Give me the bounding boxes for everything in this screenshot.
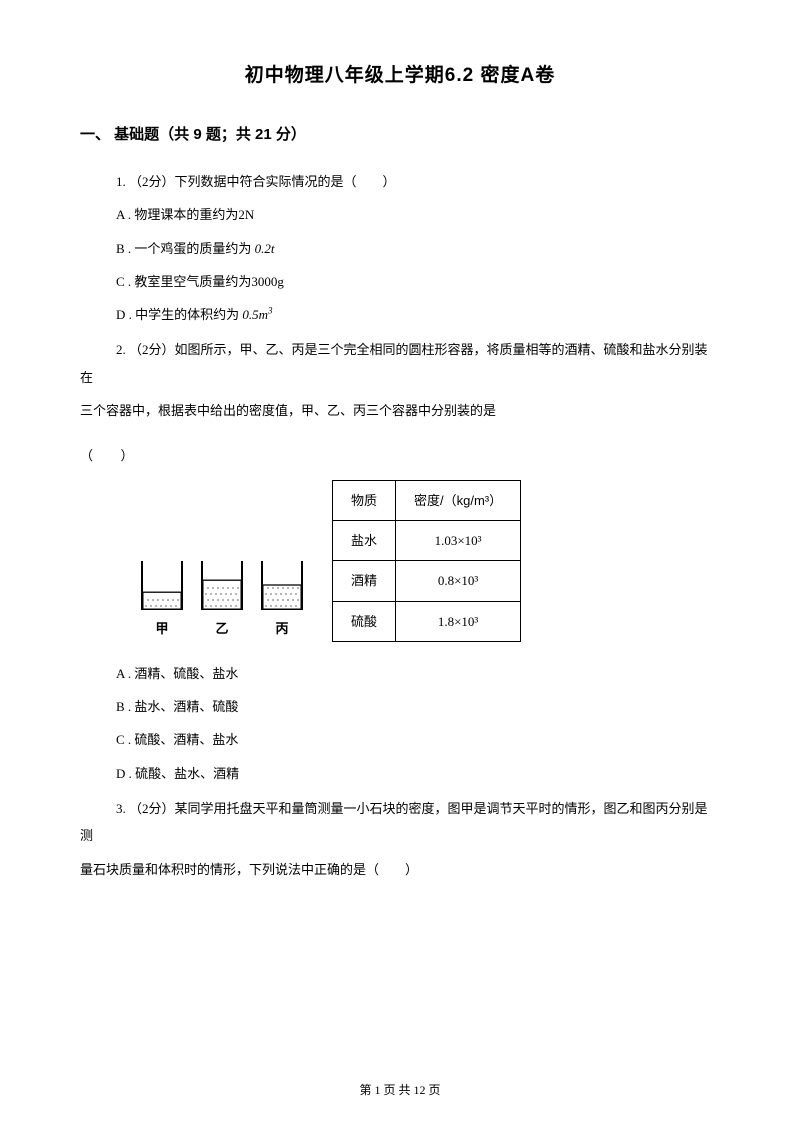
- table-row: 酒精0.8×10³: [333, 561, 521, 601]
- cylinder-icon: [260, 559, 304, 611]
- q2-density-table: 物质密度/（kg/m³）盐水1.03×10³酒精0.8×10³硫酸1.8×10³: [332, 480, 521, 642]
- q2-option-c: C . 硫酸、酒精、盐水: [80, 726, 720, 753]
- table-cell: 1.03×10³: [396, 520, 521, 560]
- q1-option-a: A . 物理课本的重约为2N: [80, 201, 720, 228]
- q1-stem: 1. （2分）下列数据中符合实际情况的是（ ）: [80, 168, 720, 195]
- question-2: 2. （2分）如图所示，甲、乙、丙是三个完全相同的圆柱形容器，将质量相等的酒精、…: [80, 336, 720, 787]
- q2-figure-row: 甲 乙 丙 物质密度/（kg/m³）盐水1.03×10³酒精0.8×10³硫酸1.8…: [80, 480, 720, 642]
- table-header: 物质: [333, 480, 396, 520]
- cylinder-label: 乙: [215, 615, 228, 642]
- footer-prefix: 第: [359, 1083, 374, 1097]
- q3-stem-line2: 量石块质量和体积时的情形，下列说法中正确的是（ ）: [80, 856, 720, 883]
- footer-total-pages: 12: [414, 1083, 426, 1097]
- page-footer: 第 1 页 共 12 页: [0, 1081, 800, 1098]
- q2-cylinders: 甲乙丙: [140, 559, 304, 642]
- table-row: 硫酸1.8×10³: [333, 601, 521, 641]
- question-3: 3. （2分）某同学用托盘天平和量筒测量一小石块的密度，图甲是调节天平时的情形，…: [80, 795, 720, 883]
- q1-option-b: B . 一个鸡蛋的质量约为 0.2t: [80, 235, 720, 262]
- page-title: 初中物理八年级上学期6.2 密度A卷: [80, 60, 720, 87]
- cylinder-甲: 甲: [140, 559, 184, 642]
- cylinder-丙: 丙: [260, 559, 304, 642]
- q2-stem-line2: 三个容器中，根据表中给出的密度值，甲、乙、丙三个容器中分别装的是: [80, 397, 720, 424]
- q1-d-value: 0.5m3: [242, 307, 272, 322]
- q2-option-b: B . 盐水、酒精、硫酸: [80, 693, 720, 720]
- table-cell: 硫酸: [333, 601, 396, 641]
- q1-b-value: 0.2t: [255, 241, 275, 256]
- cylinder-icon: [200, 559, 244, 611]
- cylinder-乙: 乙: [200, 559, 244, 642]
- q1-b-prefix: B . 一个鸡蛋的质量约为: [116, 241, 255, 256]
- q3-stem-line1: 3. （2分）某同学用托盘天平和量筒测量一小石块的密度，图甲是调节天平时的情形，…: [80, 795, 720, 850]
- table-cell: 盐水: [333, 520, 396, 560]
- section-header: 一、 基础题（共 9 题；共 21 分）: [80, 123, 720, 144]
- q2-option-d: D . 硫酸、盐水、酒精: [80, 760, 720, 787]
- table-cell: 0.8×10³: [396, 561, 521, 601]
- q1-d-prefix: D . 中学生的体积约为: [116, 307, 242, 322]
- q2-stem-line1: 2. （2分）如图所示，甲、乙、丙是三个完全相同的圆柱形容器，将质量相等的酒精、…: [80, 336, 720, 391]
- q2-option-a: A . 酒精、硫酸、盐水: [80, 660, 720, 687]
- q1-option-d: D . 中学生的体积约为 0.5m3: [80, 301, 720, 328]
- footer-mid: 页 共: [380, 1083, 413, 1097]
- table-row: 盐水1.03×10³: [333, 520, 521, 560]
- table-cell: 1.8×10³: [396, 601, 521, 641]
- cylinder-icon: [140, 559, 184, 611]
- table-cell: 酒精: [333, 561, 396, 601]
- q1-option-c: C . 教室里空气质量约为3000g: [80, 268, 720, 295]
- question-1: 1. （2分）下列数据中符合实际情况的是（ ） A . 物理课本的重约为2N B…: [80, 168, 720, 328]
- table-header: 密度/（kg/m³）: [396, 480, 521, 520]
- cylinder-label: 丙: [275, 615, 288, 642]
- q2-stem-line3: （ ）: [80, 442, 720, 469]
- cylinder-label: 甲: [155, 615, 168, 642]
- footer-suffix: 页: [426, 1083, 441, 1097]
